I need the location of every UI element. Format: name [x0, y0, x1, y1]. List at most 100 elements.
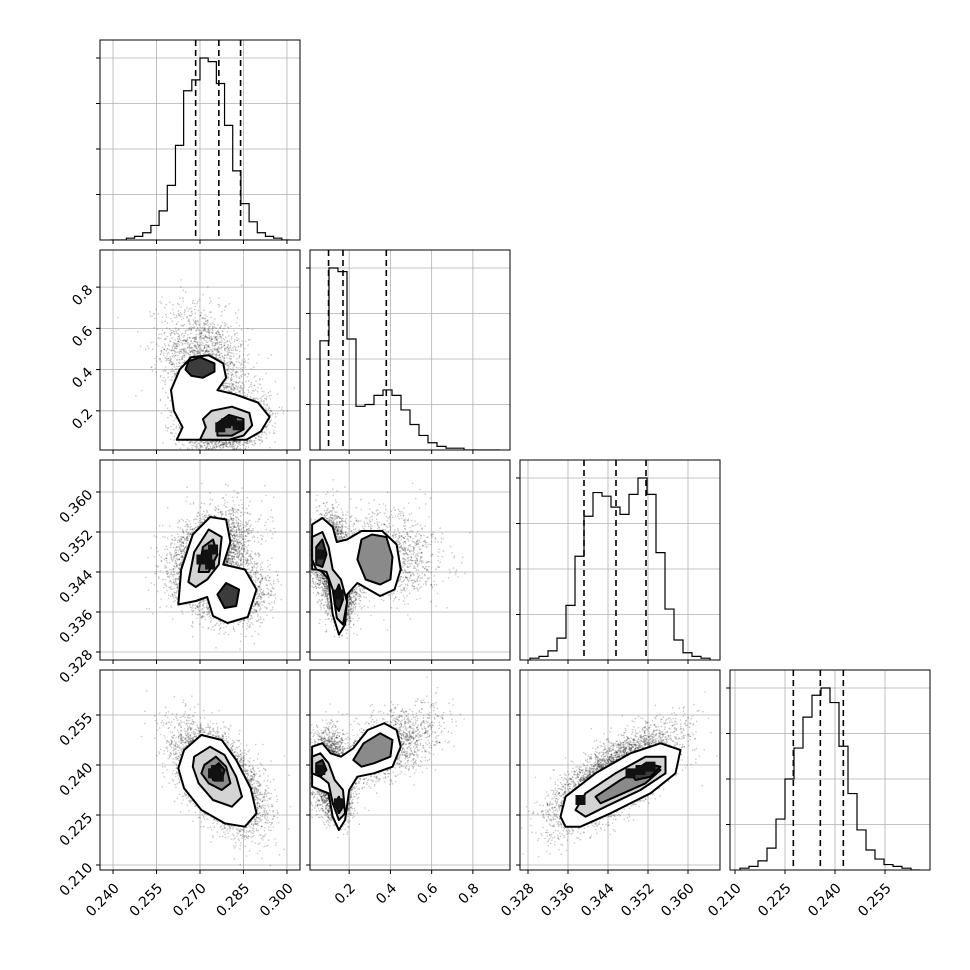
sample-point — [211, 440, 214, 443]
sample-point — [227, 386, 229, 389]
sample-point — [180, 333, 183, 336]
sample-point — [166, 327, 168, 329]
sample-point — [209, 353, 211, 355]
sample-point — [173, 313, 175, 316]
sample-point — [217, 350, 219, 352]
sample-point — [182, 348, 185, 350]
sample-point — [178, 313, 180, 316]
sample-point — [230, 336, 233, 338]
sample-point — [178, 362, 180, 364]
sample-point — [236, 353, 238, 355]
sample-point — [182, 354, 185, 357]
sample-point — [201, 317, 203, 320]
sample-point — [173, 439, 175, 441]
sample-point — [157, 313, 160, 315]
sample-point — [242, 360, 245, 363]
sample-point — [205, 339, 207, 342]
sample-point — [233, 386, 235, 389]
sample-point — [238, 355, 241, 358]
sample-point — [209, 325, 211, 328]
sample-point — [203, 324, 205, 327]
sample-point — [214, 349, 216, 351]
sample-point — [217, 331, 220, 334]
sample-point — [243, 364, 245, 367]
sample-point — [247, 389, 250, 392]
sample-point — [270, 414, 272, 416]
sample-point — [227, 327, 230, 329]
sample-point — [194, 322, 197, 324]
sample-point — [217, 330, 219, 332]
sample-point — [195, 347, 198, 350]
sample-point — [226, 346, 229, 349]
sample-point — [177, 314, 180, 317]
sample-point — [193, 340, 195, 343]
sample-point — [215, 335, 217, 338]
sample-point — [238, 442, 240, 445]
sample-point — [196, 444, 198, 447]
sample-point — [255, 380, 257, 383]
sample-point — [219, 444, 222, 446]
sample-point — [236, 387, 239, 389]
sample-point — [171, 363, 174, 366]
sample-point — [192, 352, 194, 354]
sample-point — [175, 342, 178, 345]
sample-point — [214, 349, 216, 351]
sample-point — [190, 328, 192, 330]
sample-point — [174, 368, 177, 370]
sample-point — [205, 350, 208, 352]
sample-point — [166, 348, 169, 350]
sample-point — [187, 310, 189, 312]
sample-point — [241, 373, 244, 376]
sample-point — [218, 351, 220, 354]
sample-point — [229, 445, 232, 448]
histogram-step — [319, 267, 500, 450]
sample-point — [234, 447, 236, 450]
sample-point — [226, 443, 228, 445]
sample-point — [170, 369, 172, 371]
sample-point — [204, 334, 207, 336]
sample-point — [221, 355, 223, 358]
sample-point — [196, 352, 199, 355]
sample-point — [220, 343, 223, 346]
sample-point — [208, 452, 210, 454]
sample-point — [175, 323, 178, 326]
sample-point — [196, 446, 199, 448]
sample-point — [203, 347, 206, 349]
sample-point — [242, 394, 244, 397]
sample-point — [171, 352, 174, 355]
sample-point — [177, 321, 179, 323]
sample-point — [245, 441, 248, 443]
sample-point — [176, 338, 179, 340]
sample-point — [267, 407, 269, 410]
sample-point — [270, 353, 273, 356]
sample-point — [231, 373, 234, 376]
sample-point — [218, 297, 220, 299]
sample-point — [166, 407, 169, 410]
sample-point — [169, 333, 172, 335]
sample-point — [161, 316, 164, 319]
sample-point — [225, 385, 227, 387]
sample-point — [223, 457, 225, 459]
sample-point — [152, 312, 155, 315]
sample-point — [190, 326, 192, 328]
sample-point — [220, 352, 223, 355]
sample-point — [154, 357, 156, 360]
sample-point — [185, 351, 187, 353]
sample-point — [191, 302, 194, 304]
sample-point — [223, 354, 226, 357]
sample-point — [208, 332, 211, 335]
sample-point — [231, 378, 233, 381]
sample-point — [184, 309, 186, 311]
sample-point — [241, 363, 244, 365]
sample-point — [240, 454, 242, 456]
sample-point — [199, 444, 202, 447]
sample-point — [197, 324, 200, 326]
sample-point — [164, 320, 167, 323]
sample-point — [249, 396, 252, 398]
hist-panel-0 — [110, 40, 290, 240]
sample-point — [225, 442, 227, 444]
sample-point — [169, 340, 171, 342]
sample-point — [230, 378, 232, 381]
sample-point — [209, 353, 211, 355]
sample-point — [227, 347, 230, 350]
